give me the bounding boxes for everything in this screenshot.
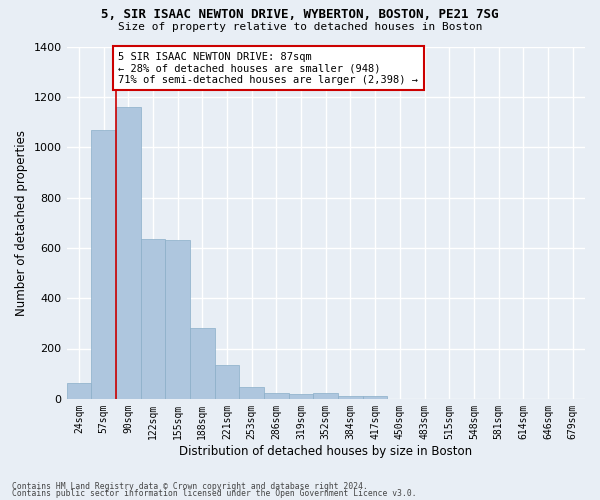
Bar	[190, 328, 215, 399]
Text: Contains HM Land Registry data © Crown copyright and database right 2024.: Contains HM Land Registry data © Crown c…	[12, 482, 368, 491]
Bar	[116, 107, 140, 399]
Bar	[264, 394, 289, 399]
Bar	[91, 130, 116, 399]
Bar	[67, 383, 91, 399]
Bar	[363, 396, 388, 399]
Bar	[338, 396, 363, 399]
Text: Contains public sector information licensed under the Open Government Licence v3: Contains public sector information licen…	[12, 490, 416, 498]
Y-axis label: Number of detached properties: Number of detached properties	[15, 130, 28, 316]
Bar	[239, 387, 264, 399]
Text: Size of property relative to detached houses in Boston: Size of property relative to detached ho…	[118, 22, 482, 32]
Bar	[313, 394, 338, 399]
Text: 5 SIR ISAAC NEWTON DRIVE: 87sqm
← 28% of detached houses are smaller (948)
71% o: 5 SIR ISAAC NEWTON DRIVE: 87sqm ← 28% of…	[118, 52, 418, 84]
Bar	[165, 240, 190, 399]
X-axis label: Distribution of detached houses by size in Boston: Distribution of detached houses by size …	[179, 444, 472, 458]
Bar	[215, 365, 239, 399]
Bar	[140, 239, 165, 399]
Bar	[289, 394, 313, 399]
Text: 5, SIR ISAAC NEWTON DRIVE, WYBERTON, BOSTON, PE21 7SG: 5, SIR ISAAC NEWTON DRIVE, WYBERTON, BOS…	[101, 8, 499, 20]
